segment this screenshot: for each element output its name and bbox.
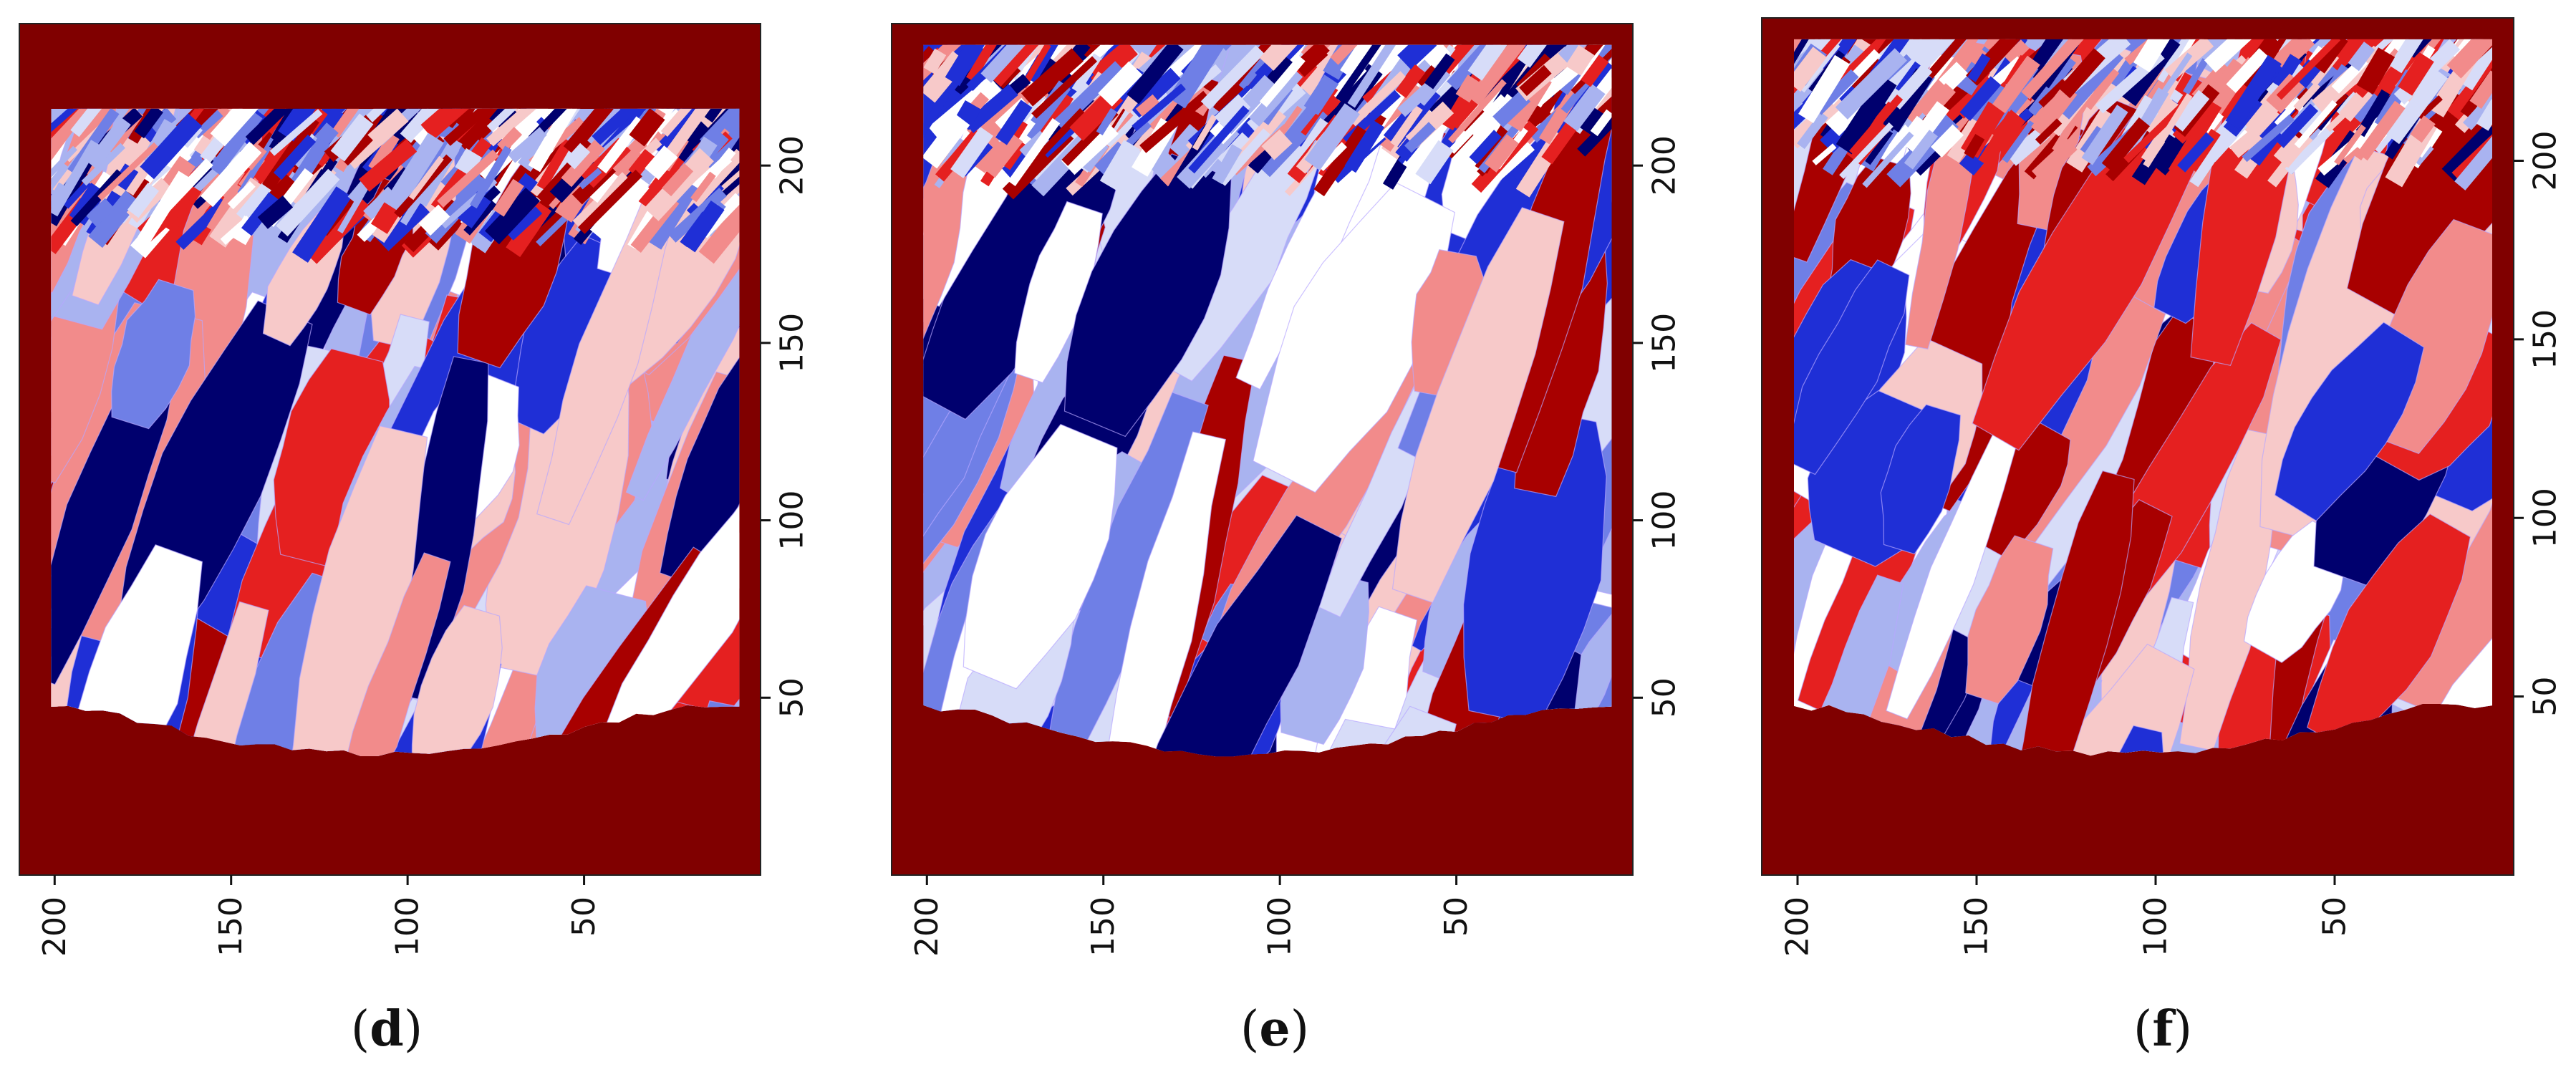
y-tick-label: 200: [1646, 135, 1683, 195]
panel-d-grain-map: [51, 108, 740, 756]
y-tick-label: 150: [774, 313, 811, 373]
x-tick-label: 50: [2317, 897, 2353, 937]
x-tick-label: 150: [1085, 897, 1121, 957]
panel-f-axes: 200 150 100 50 50 100 150 200: [1761, 17, 2564, 957]
y-tick-label: 150: [1646, 313, 1683, 373]
panel-f-map: [1762, 18, 2514, 875]
x-tick-label: 100: [1262, 897, 1298, 957]
x-tick-label: 200: [1780, 897, 1816, 957]
panel-e-caption: (e): [1240, 1000, 1309, 1058]
y-tick-label: 200: [774, 135, 811, 195]
y-tick-label: 200: [2527, 131, 2564, 191]
y-tick-label: 50: [774, 677, 811, 718]
panel-f-grain-map: [1794, 39, 2492, 756]
y-tick-label: 150: [2527, 309, 2564, 370]
x-tick-label: 150: [213, 897, 249, 957]
y-tick-label: 100: [1646, 491, 1683, 551]
x-tick-label: 100: [2138, 897, 2174, 957]
y-tick-label: 50: [2527, 677, 2564, 717]
panel-d-caption: (d): [351, 1000, 423, 1058]
x-tick-label: 200: [909, 897, 945, 957]
panel-f-caption: (f): [2133, 1000, 2192, 1058]
x-tick-label: 50: [1438, 897, 1475, 937]
x-tick-label: 200: [37, 897, 73, 957]
x-tick-label: 100: [390, 897, 426, 957]
y-tick-label: 100: [2527, 488, 2564, 548]
y-tick-label: 50: [1646, 677, 1683, 718]
panel-e-axes: 200 150 100 50 50 100 150 200: [891, 23, 1683, 957]
x-tick-label: 50: [566, 897, 602, 937]
panel-e: 200 150 100 50 50 100 150 200 (e): [891, 23, 1683, 1058]
panel-d-map: [19, 24, 761, 875]
panel-e-map: [892, 24, 1633, 875]
panel-e-grain-map: [923, 44, 1612, 757]
panel-f: 200 150 100 50 50 100 150 200 (f): [1761, 17, 2564, 1058]
panel-d-axes: 200 150 100 50 50 100 150 200: [19, 23, 811, 957]
x-tick-label: 150: [1959, 897, 1995, 957]
panel-d: 200 150 100 50 50 100 150 200 (d): [19, 23, 811, 1058]
y-tick-label: 100: [774, 491, 811, 551]
